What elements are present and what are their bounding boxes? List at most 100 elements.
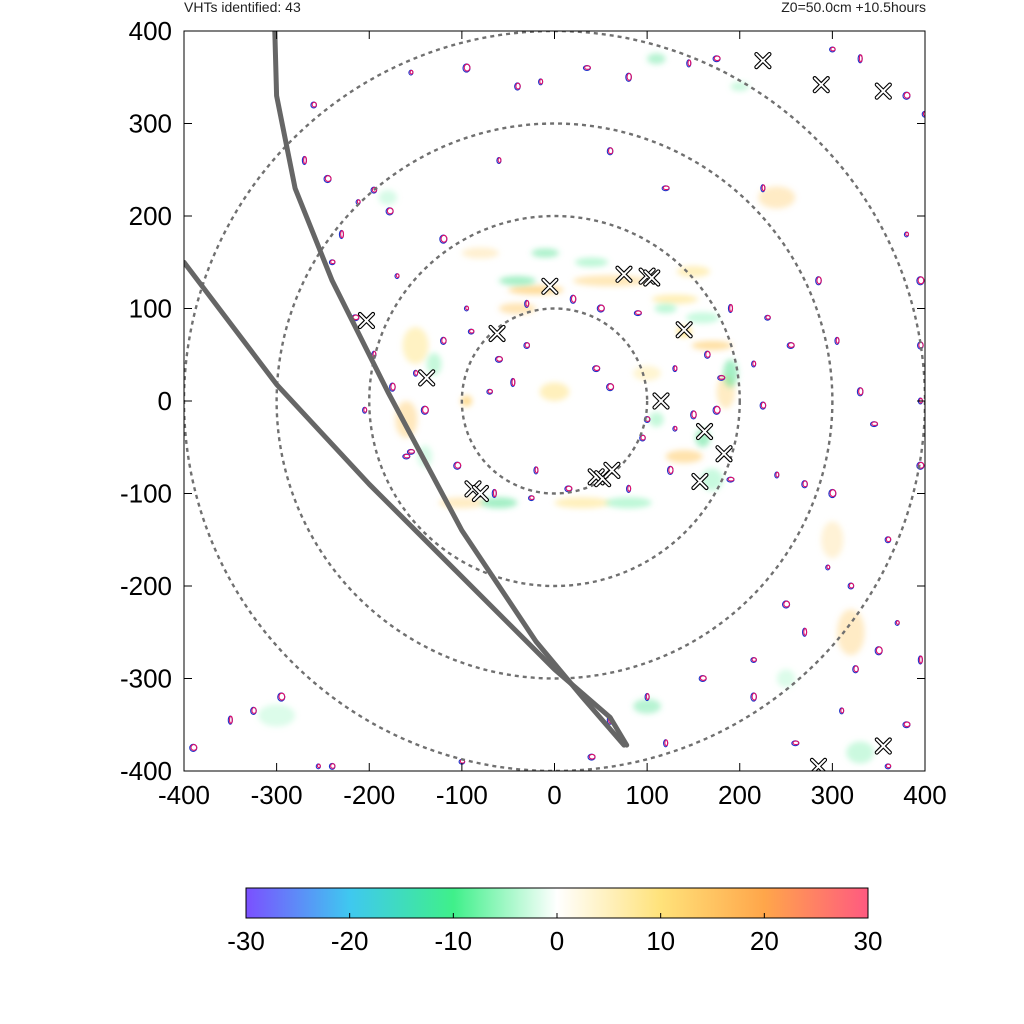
vortex-contour <box>277 692 286 702</box>
y-tick-label: -400 <box>120 756 172 786</box>
vortex-contour <box>626 484 632 493</box>
vortex-contour <box>514 82 521 91</box>
negative-vorticity-blob <box>730 81 750 92</box>
positive-vorticity-blob <box>460 395 473 407</box>
vortex-contour <box>916 276 925 286</box>
negative-vorticity-blob <box>686 312 720 324</box>
vht-marker-icon <box>418 369 436 387</box>
vortex-contour <box>496 156 502 165</box>
vortex-contour <box>751 360 757 368</box>
vortex-contour <box>385 207 394 216</box>
vortex-contour <box>801 627 808 637</box>
vortex-contour <box>839 707 845 715</box>
colorbar-tick-label: 0 <box>550 926 564 956</box>
negative-vorticity-blob <box>258 704 296 727</box>
x-tick-label: -100 <box>436 780 488 810</box>
positive-vorticity-blob <box>402 327 429 364</box>
vortex-contour <box>510 377 516 388</box>
vortex-contour <box>370 186 378 194</box>
plot-area <box>183 30 926 772</box>
positive-vorticity-blob <box>651 294 699 304</box>
vortex-contour <box>524 299 530 308</box>
vortex-contour <box>874 646 883 656</box>
negative-vorticity-blob <box>647 53 666 65</box>
vht-marker-icon <box>615 265 633 283</box>
vortex-contour <box>538 78 544 86</box>
negative-vorticity-blob <box>648 412 664 427</box>
vortex-contour <box>596 304 605 313</box>
vortex-contour <box>712 405 721 415</box>
negative-vorticity-blob <box>531 248 560 258</box>
vortex-contour <box>726 476 735 483</box>
vht-marker-icon <box>652 392 670 410</box>
vortex-contour <box>834 336 840 345</box>
x-tick-label: 100 <box>625 780 668 810</box>
negative-vorticity-blob <box>776 669 796 688</box>
vortex-contour <box>633 310 642 317</box>
vht-marker-icon <box>695 422 714 441</box>
vortex-contour <box>759 401 767 410</box>
vortex-contour <box>582 65 591 71</box>
vht-marker-icon <box>488 324 506 343</box>
vortex-contour <box>328 762 336 770</box>
y-tick-label: 100 <box>129 294 172 324</box>
negative-vorticity-blob <box>574 257 609 267</box>
negative-vorticity-blob <box>498 276 536 286</box>
positive-vorticity-blob <box>461 247 499 259</box>
vht-marker-icon <box>471 484 489 503</box>
vortex-contour <box>869 421 879 428</box>
storm-tracks <box>184 31 630 748</box>
vortex-contour <box>903 231 910 238</box>
colorbar-tick-label: -30 <box>227 926 265 956</box>
vortex-contour <box>856 387 864 397</box>
vortex-contour <box>389 382 396 392</box>
negative-vorticity-blob <box>426 352 442 376</box>
vortex-contour <box>672 365 678 373</box>
vortex-contour <box>528 495 535 502</box>
vht-marker-icon <box>643 269 661 287</box>
vortex-contour <box>227 715 233 725</box>
colorbar-tick-label: 10 <box>646 926 675 956</box>
vortex-contour <box>408 69 414 76</box>
range-ring <box>460 307 649 495</box>
vht-markers <box>357 52 892 771</box>
positive-vorticity-blob <box>395 401 418 438</box>
y-tick-label: -300 <box>120 664 172 694</box>
vortex-contour <box>815 276 822 286</box>
vortex-contour <box>315 763 321 770</box>
positive-vorticity-blob <box>573 275 648 287</box>
vortex-contour <box>764 314 771 321</box>
vortex-contour <box>698 674 707 683</box>
vortex-contour <box>828 488 837 499</box>
positive-vorticity-blob <box>665 450 703 463</box>
vortex-contour <box>774 471 780 479</box>
vortex-contour <box>310 101 318 109</box>
vortex-contour <box>406 448 416 455</box>
vortex-contour <box>301 155 308 166</box>
vortex-contour <box>829 46 836 53</box>
vortex-contour <box>189 743 198 752</box>
vortex-contour <box>825 564 831 571</box>
positive-vorticity-blob <box>633 365 662 381</box>
vortex-contour <box>704 350 711 359</box>
positive-vorticity-blob <box>691 340 733 351</box>
vortex-contour <box>625 72 632 82</box>
vortex-contour <box>686 59 692 68</box>
vht-marker-icon <box>675 321 693 339</box>
vht-marker-icon <box>603 461 621 479</box>
vortex-contour <box>491 488 497 499</box>
vortex-contour <box>440 336 447 345</box>
vortex-contour <box>852 665 859 674</box>
x-tick-label: 0 <box>547 780 561 810</box>
negative-vorticity-blob <box>723 359 738 388</box>
negative-vorticity-blob <box>633 698 662 714</box>
y-tick-label: -100 <box>120 479 172 509</box>
vortex-contour <box>533 466 539 475</box>
vortex-contour <box>453 461 462 470</box>
vortex-contour <box>402 453 411 460</box>
vortex-contour <box>727 303 734 314</box>
vortex-contour <box>884 763 892 770</box>
vht-marker-icon <box>691 472 709 491</box>
vortex-contour <box>606 147 614 156</box>
vortex-contour <box>661 185 670 192</box>
